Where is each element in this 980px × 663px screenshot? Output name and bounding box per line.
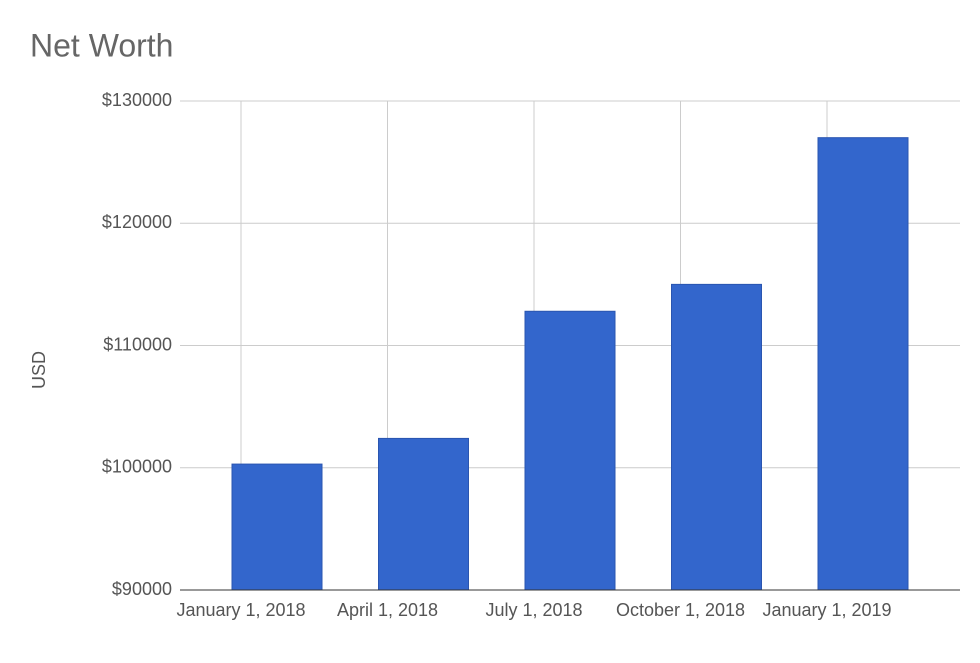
y-tick-label: $100000 [102,457,172,477]
bar [231,463,323,591]
bar [817,137,909,591]
x-tick-label: April 1, 2018 [336,600,439,620]
y-tick-label: $130000 [102,90,172,110]
bar [671,283,762,591]
x-tick-label: January 1, 2018 [176,600,306,620]
bar [524,310,616,591]
bar [378,437,469,591]
y-tick-label: $90000 [112,579,172,599]
chart-title: Net Worth [30,27,173,63]
x-tick-label: July 1, 2018 [485,600,583,620]
y-tick-label: $120000 [102,212,172,232]
y-axis-label: USD [29,351,49,389]
x-tick-label: January 1, 2019 [762,600,892,620]
x-tick-label: October 1, 2018 [615,600,746,620]
y-tick-label: $110000 [103,334,172,354]
